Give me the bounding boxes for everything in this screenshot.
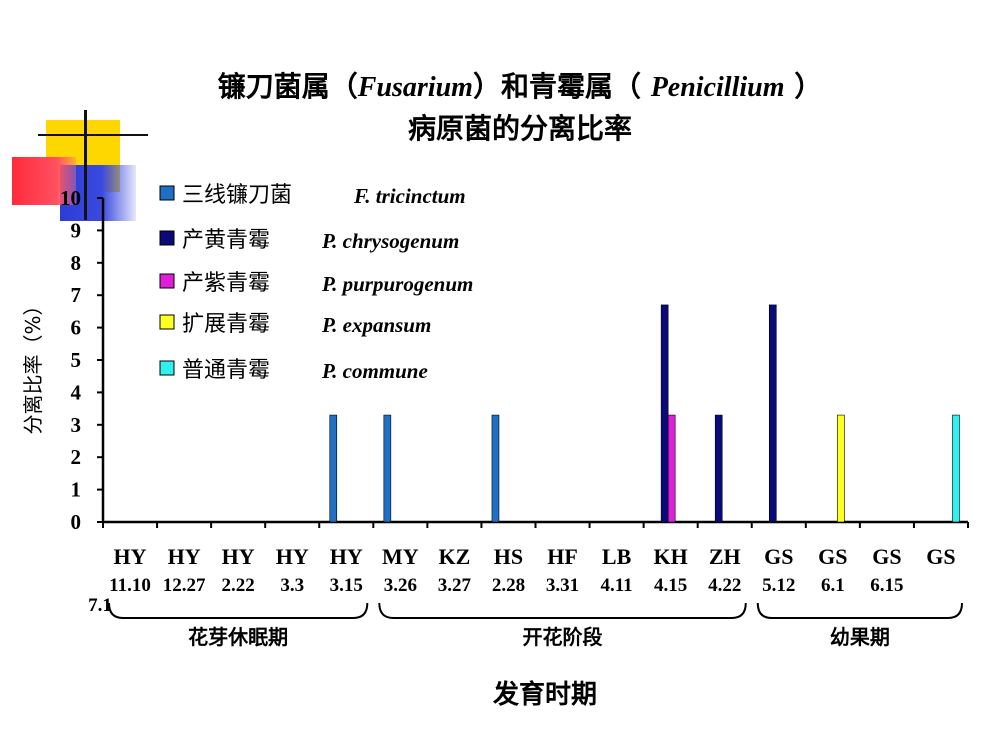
legend-swatch bbox=[159, 273, 175, 289]
title-part-1: 镰刀菌属（ bbox=[218, 70, 358, 103]
x-category-date: 6.15 bbox=[870, 575, 903, 596]
deco-horizontal-line bbox=[38, 134, 148, 136]
stage-brace bbox=[756, 602, 963, 619]
bar bbox=[660, 304, 669, 523]
axes: 0 1 2 3 4 5 6 7 8 9 10 bbox=[60, 186, 969, 534]
deco-red-square bbox=[12, 157, 76, 205]
title-part-2: ）和青霉属（ bbox=[473, 70, 651, 103]
legend-swatch bbox=[159, 230, 175, 246]
x-category-code: HY bbox=[330, 544, 363, 569]
bar bbox=[952, 414, 960, 523]
stage-label: 幼果期 bbox=[830, 625, 890, 649]
legend-swatch bbox=[159, 314, 175, 330]
x-category-date: 6.1 bbox=[821, 575, 845, 596]
bar bbox=[714, 414, 723, 523]
x-category-code: HY bbox=[276, 544, 309, 569]
legend-swatch bbox=[159, 185, 175, 201]
chart-title-line1: 镰刀菌属（Fusarium）和青霉属（ Penicillium ） bbox=[218, 70, 822, 103]
y-tick-label: 8 bbox=[71, 251, 82, 275]
x-category-code: GS bbox=[764, 544, 793, 569]
x-category-date: 7.1 bbox=[88, 595, 112, 616]
x-category-date: 3.26 bbox=[384, 575, 417, 596]
x-category-date: 4.22 bbox=[708, 575, 741, 596]
stage-brace bbox=[108, 602, 369, 619]
x-category-date: 5.12 bbox=[762, 575, 795, 596]
x-category-code: GS bbox=[872, 544, 901, 569]
stage-label: 开花阶段 bbox=[523, 625, 603, 649]
bars bbox=[329, 304, 960, 523]
y-tick-label: 2 bbox=[71, 445, 82, 469]
legend-cn-name: 产黄青霉 bbox=[182, 228, 270, 253]
x-category-code: LB bbox=[602, 544, 632, 569]
stage-brace bbox=[378, 602, 747, 619]
x-category-code: HY bbox=[114, 544, 147, 569]
legend-sci-name: P. purpurogenum bbox=[321, 272, 473, 296]
y-tick-label: 0 bbox=[71, 510, 82, 534]
x-category-date: 3.3 bbox=[280, 575, 304, 596]
chart-title-line2: 病原菌的分离比率 bbox=[408, 112, 632, 145]
legend-cn-name: 三线镰刀菌 bbox=[182, 183, 292, 208]
legend: 三线镰刀菌 F. tricinctum 产黄青霉 P. chrysogenum 产紫青霉… bbox=[159, 183, 473, 383]
x-category-code: HS bbox=[494, 544, 523, 569]
x-category-code: MY bbox=[382, 544, 419, 569]
deco-vertical-line bbox=[84, 110, 87, 220]
x-category-code: GS bbox=[926, 544, 955, 569]
bar bbox=[667, 414, 676, 523]
legend-sci-name: P. commune bbox=[321, 359, 428, 383]
x-labels: HY 11.10 HY 12.27 HY 2.22 HY 3.3 HY 3.15 MY 3.26 KZ 3… bbox=[88, 544, 956, 616]
bar bbox=[768, 304, 777, 523]
bar bbox=[383, 414, 392, 523]
x-category-date: 3.15 bbox=[330, 575, 363, 596]
x-category-date: 2.22 bbox=[222, 575, 255, 596]
y-tick-label: 6 bbox=[71, 316, 82, 340]
y-tick-label: 5 bbox=[71, 348, 82, 372]
x-category-date: 4.15 bbox=[654, 575, 687, 596]
x-category-code: HF bbox=[547, 544, 578, 569]
x-category-date: 3.27 bbox=[438, 575, 472, 596]
bar bbox=[329, 414, 338, 523]
legend-cn-name: 扩展青霉 bbox=[182, 312, 270, 337]
legend-cn-name: 产紫青霉 bbox=[182, 271, 270, 296]
x-category-date: 12.27 bbox=[163, 575, 206, 596]
y-tick-label: 3 bbox=[71, 413, 82, 437]
x-category-code: HY bbox=[222, 544, 255, 569]
x-category-code: HY bbox=[168, 544, 201, 569]
title-penicillium: Penicillium bbox=[650, 72, 785, 103]
legend-sci-name: F. tricinctum bbox=[353, 184, 466, 208]
x-category-code: KZ bbox=[439, 544, 471, 569]
y-axis-title: 分离比率（%） bbox=[21, 295, 45, 434]
y-tick-label: 9 bbox=[71, 218, 82, 242]
x-axis-title: 发育时期 bbox=[492, 679, 597, 710]
x-category-date: 2.28 bbox=[492, 575, 525, 596]
y-tick-label: 4 bbox=[71, 380, 82, 404]
x-category-code: ZH bbox=[709, 544, 741, 569]
title-fusarium: Fusarium bbox=[357, 72, 473, 103]
y-tick-label: 10 bbox=[60, 186, 81, 210]
stage-braces: 花芽休眠期 开花阶段 幼果期 bbox=[108, 602, 963, 649]
bar bbox=[491, 414, 500, 523]
legend-sci-name: P. chrysogenum bbox=[321, 229, 459, 253]
legend-cn-name: 普通青霉 bbox=[182, 358, 270, 383]
x-category-code: KH bbox=[654, 544, 688, 569]
legend-sci-name: P. expansum bbox=[321, 313, 431, 337]
stage-label: 花芽休眠期 bbox=[188, 625, 288, 649]
y-tick-label: 7 bbox=[71, 283, 82, 307]
bar bbox=[837, 414, 845, 523]
title-part-3: ） bbox=[784, 70, 822, 103]
x-category-date: 3.31 bbox=[546, 575, 579, 596]
x-category-date: 4.11 bbox=[600, 575, 632, 596]
x-category-code: GS bbox=[818, 544, 847, 569]
x-category-date: 11.10 bbox=[109, 575, 151, 596]
y-tick-label: 1 bbox=[71, 478, 82, 502]
legend-swatch bbox=[159, 360, 175, 376]
